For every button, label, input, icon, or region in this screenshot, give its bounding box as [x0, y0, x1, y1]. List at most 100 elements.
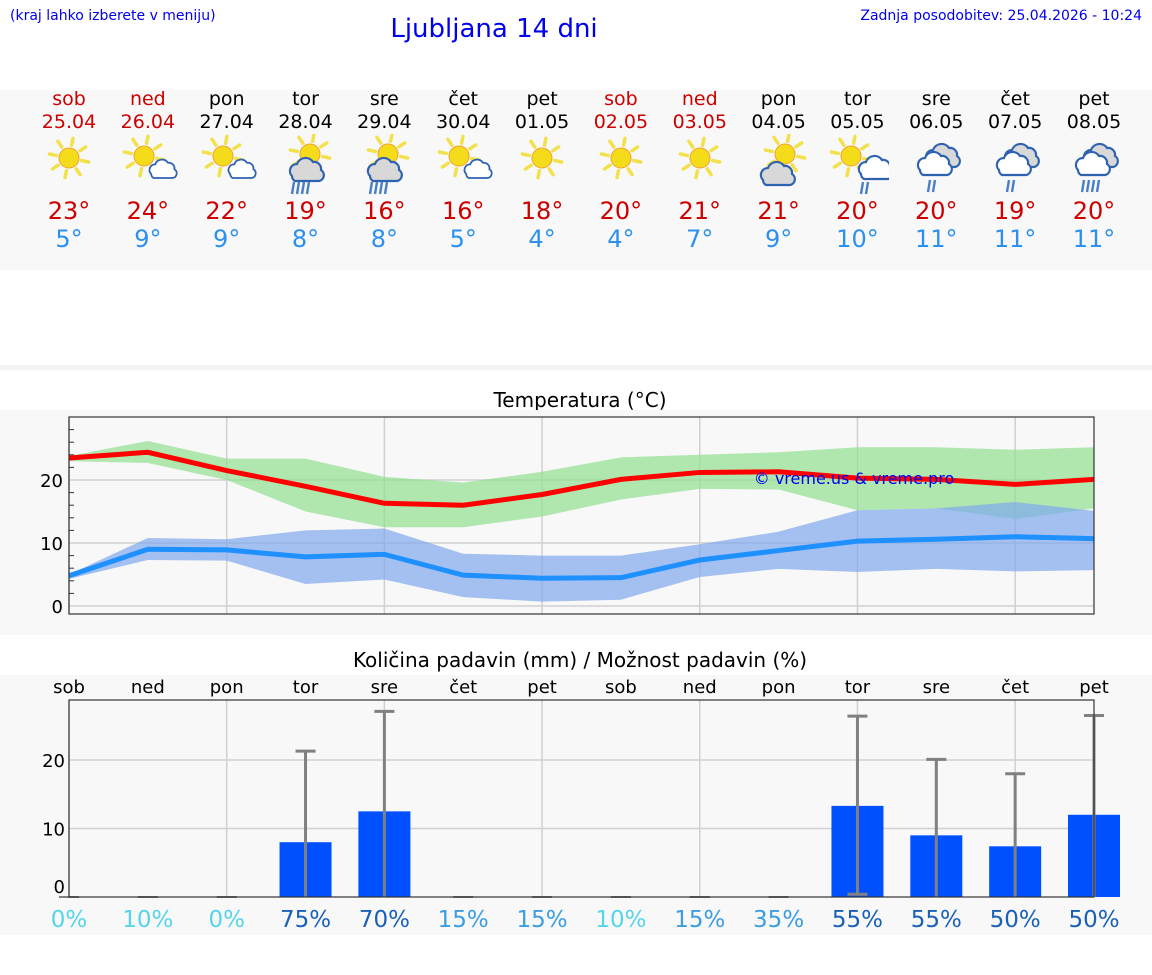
day-name: tor: [292, 88, 319, 110]
precipitation-probability: 35%: [753, 907, 804, 933]
max-temperature: 20°: [599, 197, 643, 225]
x-day-label: čet: [449, 677, 477, 698]
day-date: 06.05: [909, 111, 964, 133]
page-title: Ljubljana 14 dni: [390, 14, 598, 44]
x-day-label: ned: [683, 677, 717, 698]
precipitation-probability: 15%: [517, 907, 568, 933]
sun-rain-cloud-icon: [274, 132, 338, 198]
min-temperature: 9°: [213, 225, 241, 253]
x-day-label: čet: [1001, 677, 1029, 698]
day-date: 07.05: [987, 111, 1043, 133]
x-day-label: pet: [1079, 677, 1109, 698]
temperature-chart-title: Temperatura (°C): [493, 388, 667, 412]
day-name: pon: [208, 88, 245, 110]
max-temperature: 20°: [1072, 197, 1116, 225]
temperature-chart-panel: 0 10 20 © vreme.us & vreme.pro: [0, 410, 1152, 635]
max-temperature: 21°: [678, 197, 722, 225]
min-temperature: 5°: [449, 225, 477, 253]
max-temperature: 19°: [993, 197, 1037, 225]
precipitation-probability: 15%: [674, 907, 725, 933]
sun-icon: [510, 134, 574, 198]
min-temperature: 4°: [528, 225, 556, 253]
cloudy-showers-icon: [983, 134, 1047, 198]
x-day-label: ned: [131, 677, 165, 698]
sun-cloud-icon: [195, 134, 259, 198]
temperature-chart: 0 10 20 © vreme.us & vreme.pro: [40, 416, 1095, 618]
max-temperature: 21°: [757, 197, 800, 225]
sun-icon: [668, 134, 732, 198]
x-day-label: sre: [923, 677, 950, 698]
precipitation-probability: 55%: [911, 907, 962, 933]
precipitation-probability: 75%: [280, 907, 331, 933]
precipitation-chart-title: Količina padavin (mm) / Možnost padavin …: [352, 648, 808, 672]
day-name: sob: [604, 88, 638, 110]
day-name: pet: [1078, 88, 1110, 110]
day-date: 30.04: [436, 111, 491, 133]
watermark: © vreme.us & vreme.pro: [754, 469, 955, 488]
min-range-band: [69, 502, 1094, 602]
x-day-label: sre: [371, 677, 398, 698]
day-date: 05.05: [830, 111, 885, 133]
precipitation-chart-panel: 0 10 20 sob 0% ned 10% pon 0% tor 75% sre 70% čet 15% p…: [0, 675, 1152, 935]
x-day-label: pet: [527, 677, 557, 698]
y-tick-label: 20: [42, 751, 65, 772]
max-temperature: 23°: [47, 197, 91, 225]
x-day-label: sob: [605, 677, 637, 698]
max-temperature: 20°: [836, 197, 879, 225]
min-temperature: 7°: [686, 225, 714, 253]
day-date: 08.05: [1066, 111, 1122, 133]
sun-cloud-showers-icon: [825, 134, 895, 198]
cloudy-showers-icon: [904, 134, 968, 198]
min-temperature: 8°: [291, 225, 320, 253]
min-temperature: 5°: [55, 225, 83, 253]
day-name: sre: [369, 88, 399, 110]
y-tick-label: 10: [40, 534, 63, 555]
day-date: 25.04: [41, 111, 97, 133]
max-temperature: 19°: [284, 197, 327, 225]
min-temperature: 9°: [134, 225, 162, 253]
last-update-text: Zadnja posodobitev: 25.04.2026 - 10:24: [860, 8, 1142, 24]
max-range-band: [69, 440, 1094, 528]
x-day-label: pon: [210, 677, 244, 698]
plot-frame: [68, 699, 1095, 898]
day-date: 04.05: [751, 111, 806, 133]
precipitation-probability: 70%: [359, 907, 410, 933]
day-name: ned: [129, 88, 166, 110]
day-date: 03.05: [672, 111, 727, 133]
precipitation-probability: 10%: [595, 907, 646, 933]
x-day-label: tor: [845, 677, 871, 698]
day-name: ned: [681, 88, 718, 110]
day-date: 27.04: [199, 111, 254, 133]
sun-icon: [589, 134, 653, 198]
day-name: pet: [526, 88, 558, 110]
day-date: 29.04: [357, 111, 412, 133]
precipitation-probability: 0%: [208, 907, 245, 933]
day-name: tor: [844, 88, 871, 110]
max-temperature: 22°: [205, 197, 248, 225]
max-temperature: 24°: [126, 197, 170, 225]
forecast-panel: [0, 90, 1152, 270]
day-name: čet: [1000, 88, 1030, 110]
x-day-label: pon: [762, 677, 796, 698]
y-tick-label: 10: [42, 820, 65, 841]
max-temperature: 20°: [915, 197, 958, 225]
min-temperature: 8°: [370, 225, 399, 253]
precipitation-probability: 55%: [832, 907, 883, 933]
day-name: sob: [52, 88, 86, 110]
min-temperature: 11°: [1072, 225, 1116, 253]
divider: [0, 365, 1152, 370]
precipitation-probability: 15%: [438, 907, 489, 933]
y-tick-label: 0: [52, 597, 63, 618]
sun-icon: [37, 134, 101, 198]
x-day-label: tor: [293, 677, 319, 698]
precipitation-probability: 50%: [990, 907, 1041, 933]
min-temperature: 11°: [993, 225, 1037, 253]
min-temperature-line: [68, 534, 1095, 581]
max-temperature-line: [68, 449, 1095, 508]
location-menu-hint: (kraj lahko izberete v meniju): [10, 8, 216, 24]
max-temperature: 18°: [520, 197, 564, 225]
precipitation-probability: 10%: [122, 907, 173, 933]
min-temperature: 10°: [836, 225, 879, 253]
min-temperature: 4°: [607, 225, 635, 253]
sun-rain-cloud-icon: [352, 132, 416, 198]
